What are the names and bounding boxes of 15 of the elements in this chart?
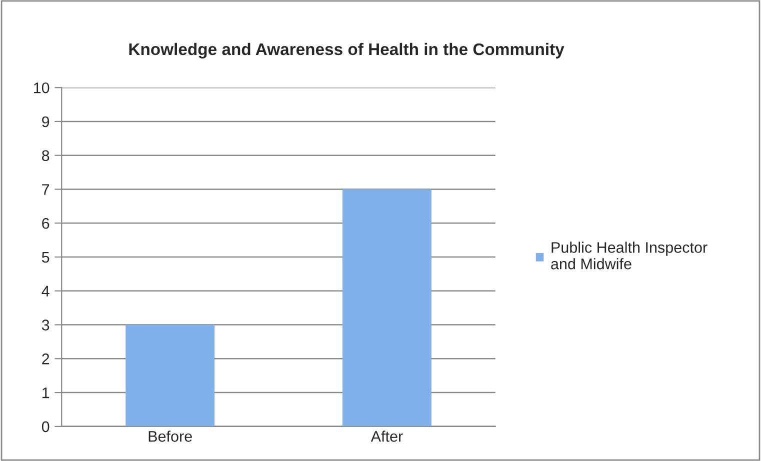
y-tick-label: 7 bbox=[42, 184, 50, 195]
y-tick-label: 4 bbox=[42, 286, 50, 296]
y-tick-label: 9 bbox=[42, 116, 50, 128]
y-tick-label: 8 bbox=[42, 150, 50, 162]
y-tick-label: 3 bbox=[42, 320, 50, 330]
y-tick-label: 0 bbox=[42, 421, 50, 432]
y-tick-label: 5 bbox=[42, 252, 50, 263]
x-tick-label: Before bbox=[148, 430, 192, 442]
x-tick-label: After bbox=[370, 430, 403, 442]
chart-title: Knowledge and Awareness of Health in the Community bbox=[129, 42, 564, 59]
y-tick-label: 1 bbox=[42, 388, 50, 398]
y-tick-label: 10 bbox=[34, 82, 50, 94]
y-tick-label: 6 bbox=[42, 218, 50, 229]
y-tick-label: 2 bbox=[42, 354, 50, 364]
legend-label: Public Health Inspector and Midwife bbox=[551, 242, 708, 270]
